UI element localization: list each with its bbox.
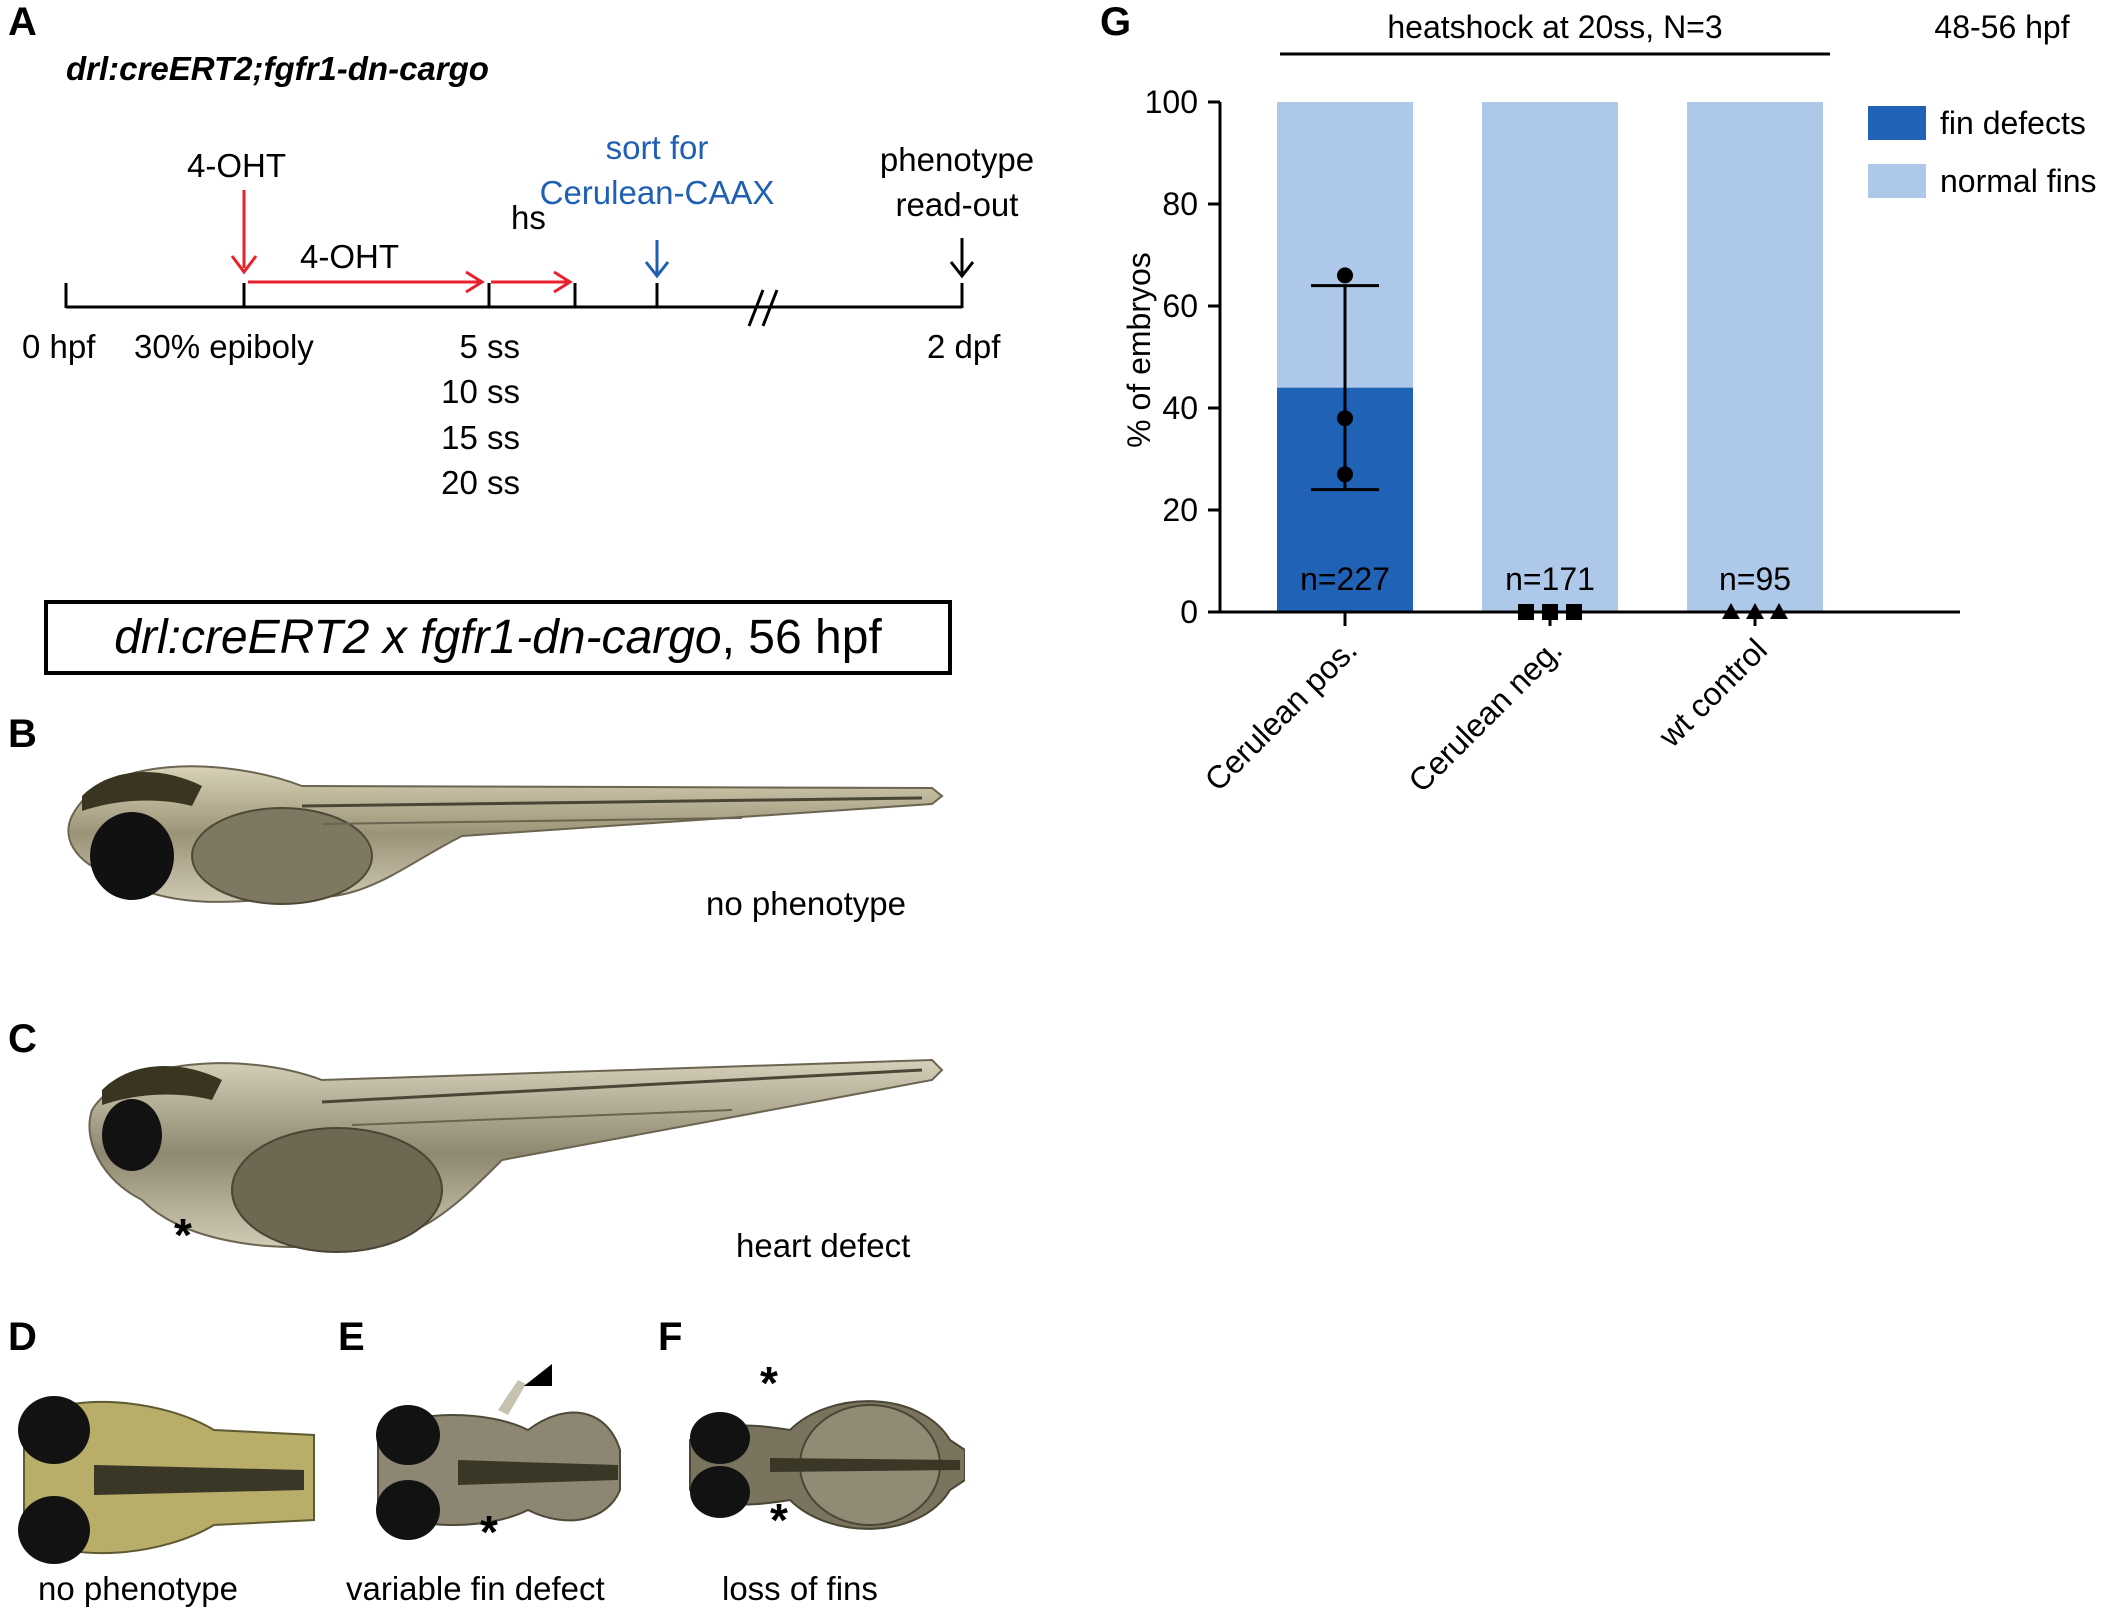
replicate-point-square (1566, 604, 1582, 620)
timeline-diagram (64, 190, 975, 327)
larva-photo-lateral-heart-defect (72, 1040, 960, 1270)
panel-letter-f: F (658, 1315, 683, 1359)
legend-swatch (1868, 106, 1926, 140)
y-tick-label: 0 (1180, 594, 1198, 630)
x-tick-label: Cerulean pos. (1198, 631, 1364, 797)
oht-interval-label: 4-OHT (300, 238, 399, 275)
panel-f-caption: loss of fins (722, 1570, 878, 1607)
legend-label: normal fins (1940, 163, 2097, 199)
replicate-point-circle (1337, 466, 1353, 483)
chart-header: heatshock at 20ss, N=3 (1387, 9, 1722, 45)
y-tick-label: 20 (1162, 492, 1198, 528)
y-tick-label: 40 (1162, 390, 1198, 426)
panel-d-caption: no phenotype (38, 1570, 239, 1607)
replicate-point-square (1518, 604, 1534, 620)
oht-drop-label: 4-OHT (187, 147, 286, 184)
bar-normal-fins (1687, 102, 1823, 612)
replicate-point-square (1542, 604, 1558, 620)
panel-letter-d: D (8, 1315, 37, 1359)
panel-c-caption: heart defect (736, 1227, 911, 1264)
larva-photo-dorsal-fin-loss (680, 1370, 965, 1560)
axis-label-somite: 20 ss (441, 464, 520, 501)
y-tick-label: 60 (1162, 288, 1198, 324)
sort-label-line2: Cerulean-CAAX (539, 174, 775, 211)
panel-letter-c: C (8, 1017, 37, 1061)
axis-label-somite: 15 ss (441, 419, 520, 456)
stacked-bar-chart: heatshock at 20ss, N=3 48-56 hpf % of em… (1121, 9, 2097, 799)
fin-loss-marker-top: * (760, 1357, 778, 1409)
legend-label: fin defects (1940, 105, 2086, 141)
replicate-point-circle (1337, 267, 1353, 284)
cross-title-box: drl:creERT2 x fgfr1-dn-cargo, 56 hpf (44, 600, 952, 675)
replicate-point-circle (1337, 410, 1353, 427)
replicate-point-triangle (1746, 603, 1764, 619)
larva-photo-dorsal-normal (14, 1380, 318, 1575)
axis-label-epiboly: 30% epiboly (134, 328, 314, 365)
x-tick-label: Cerulean neg. (1401, 631, 1569, 799)
fin-defect-marker: * (480, 1506, 498, 1558)
readout-label-line2: read-out (895, 186, 1019, 223)
panel-b-caption: no phenotype (706, 885, 907, 922)
panel-letter-e: E (338, 1315, 365, 1359)
n-label: n=171 (1505, 561, 1595, 597)
cross-title-genotype: drl:creERT2 x fgfr1-dn-cargo (114, 611, 722, 664)
axis-break-1 (747, 289, 765, 327)
legend-swatch (1868, 164, 1926, 198)
panel-a-genotype: drl:creERT2;fgfr1-dn-cargo (66, 50, 489, 87)
plot-area: 0 20 40 60 80 100 Cerulean pos. Cerulean neg. wt… (1145, 84, 2097, 799)
axis-label-end: 2 dpf (927, 328, 1001, 365)
replicate-point-triangle (1722, 603, 1740, 619)
cross-title-stage: , 56 hpf (721, 611, 882, 664)
readout-label-line1: phenotype (879, 141, 1035, 178)
chart-time-label: 48-56 hpf (1934, 9, 2069, 45)
heart-defect-marker: * (174, 1209, 192, 1261)
y-tick-label: 100 (1145, 84, 1198, 120)
axis-label-somite: 10 ss (441, 373, 520, 410)
axis-break-2 (761, 289, 779, 327)
fin-loss-marker-bottom: * (770, 1494, 788, 1546)
x-tick-label: wt control (1651, 631, 1774, 754)
y-tick-label: 80 (1162, 186, 1198, 222)
replicate-point-triangle (1770, 603, 1788, 619)
axis-label-somite: 5 ss (459, 328, 520, 365)
n-label: n=227 (1300, 561, 1390, 597)
panel-letter-g: G (1100, 0, 1132, 44)
panel-e-caption: variable fin defect (346, 1570, 605, 1607)
larva-photo-dorsal-variable-fin (368, 1370, 624, 1570)
panel-letter-b: B (8, 712, 37, 756)
larva-photo-lateral-normal (42, 736, 962, 936)
bar-normal-fins (1482, 102, 1618, 612)
y-axis-label: % of embryos (1121, 252, 1157, 448)
panel-letter-a: A (8, 0, 37, 44)
n-label: n=95 (1719, 561, 1791, 597)
sort-label-line1: sort for (605, 129, 709, 166)
fin-arrowhead-marker (524, 1364, 552, 1386)
axis-label-start: 0 hpf (22, 328, 96, 365)
hs-label: hs (511, 199, 546, 236)
